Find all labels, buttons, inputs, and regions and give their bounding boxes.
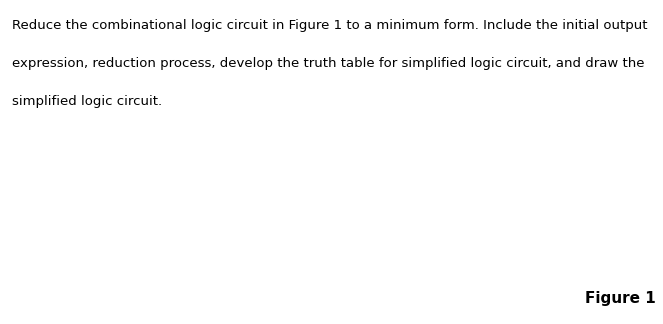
Text: Figure 1: Figure 1 [585, 291, 655, 306]
Text: expression, reduction process, develop the truth table for simplified logic circ: expression, reduction process, develop t… [12, 57, 644, 70]
Text: Reduce the combinational logic circuit in Figure 1 to a minimum form. Include th: Reduce the combinational logic circuit i… [12, 19, 648, 32]
Text: simplified logic circuit.: simplified logic circuit. [12, 95, 162, 108]
